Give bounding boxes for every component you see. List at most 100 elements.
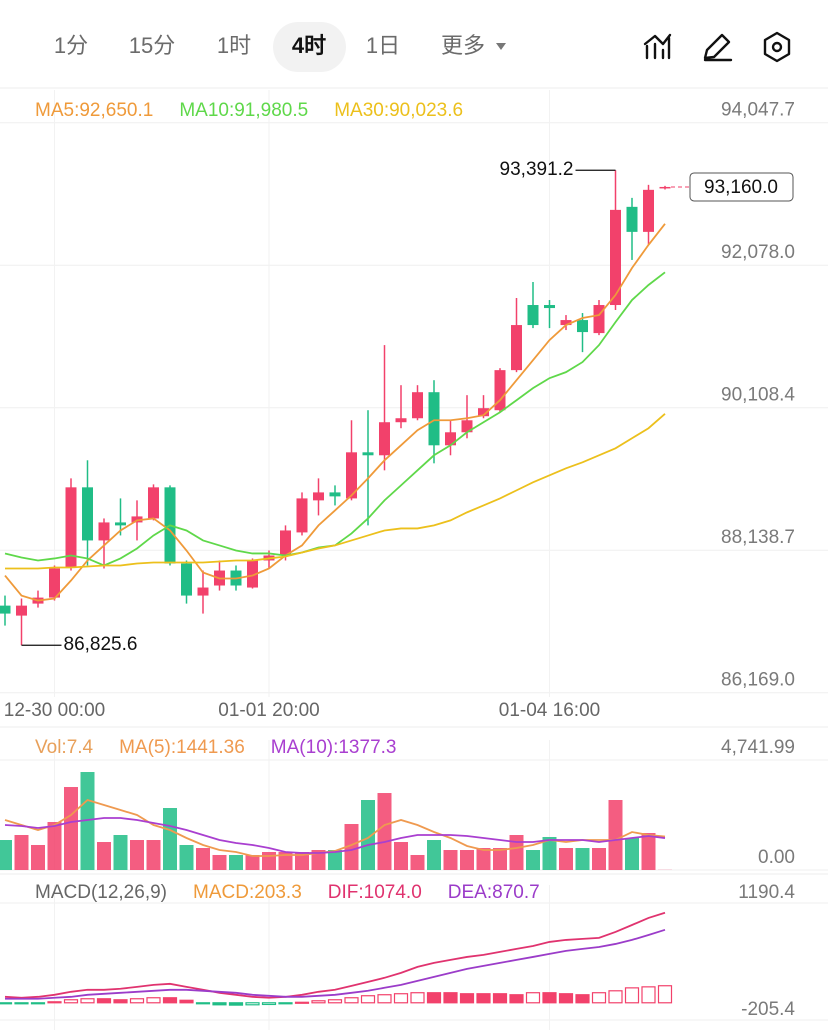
macd-bar bbox=[492, 993, 508, 1004]
volume-bar bbox=[460, 850, 474, 870]
macd-bar bbox=[311, 1000, 326, 1004]
macd-bar bbox=[393, 993, 409, 1004]
volume-bar bbox=[113, 835, 128, 870]
macd-bar bbox=[195, 1002, 211, 1005]
candle-body bbox=[362, 452, 374, 456]
tab-selected[interactable]: 4时 bbox=[292, 33, 326, 58]
macd-line bbox=[4, 911, 666, 999]
legend-label: MA30:90,023.6 bbox=[334, 100, 463, 121]
volume-bar bbox=[410, 854, 425, 870]
macd-bar bbox=[179, 999, 194, 1004]
volume-bar bbox=[493, 848, 507, 870]
y-tick-label: 90,108.4 bbox=[721, 385, 795, 406]
volume-bar bbox=[146, 840, 161, 870]
settings-icon-dot bbox=[771, 41, 783, 53]
volume-bar bbox=[97, 842, 111, 870]
volume-bar bbox=[427, 840, 441, 870]
draw-icon[interactable] bbox=[703, 33, 733, 62]
volume-bar bbox=[196, 848, 210, 870]
macd-bar bbox=[525, 992, 541, 1004]
volume-ma-line bbox=[4, 817, 666, 854]
candle-body bbox=[593, 305, 605, 334]
candle-body bbox=[643, 189, 654, 232]
legend-label: MACD:203.3 bbox=[193, 882, 302, 903]
volume-bar bbox=[608, 800, 623, 870]
volume-bar bbox=[476, 848, 491, 870]
candle-body bbox=[247, 560, 258, 588]
macd-bar bbox=[410, 992, 425, 1004]
candle-body bbox=[527, 305, 539, 326]
volume-bar bbox=[361, 800, 375, 870]
volume-bar bbox=[179, 844, 194, 870]
candle-body bbox=[131, 516, 143, 523]
volume-bar bbox=[163, 808, 177, 870]
last-price-label: 93,160.0 bbox=[704, 177, 778, 198]
candle-body bbox=[626, 206, 638, 232]
volume-bar bbox=[641, 833, 656, 870]
volume-bar bbox=[0, 840, 12, 870]
macd-bar bbox=[558, 993, 574, 1004]
volume-bar bbox=[229, 854, 243, 870]
macd-bar bbox=[608, 990, 623, 1004]
volume-bar bbox=[575, 848, 590, 870]
candle-body bbox=[659, 186, 671, 189]
volume-bar bbox=[64, 787, 78, 870]
legend-label: MA5:92,650.1 bbox=[35, 100, 153, 121]
candle-body bbox=[478, 408, 489, 417]
macd-bar bbox=[657, 985, 673, 1004]
tab-more[interactable]: 更多 bbox=[441, 33, 485, 58]
y-tick-label: 1190.4 bbox=[738, 882, 795, 903]
macd-bar bbox=[360, 995, 376, 1004]
macd-bar bbox=[476, 993, 491, 1004]
legend-label: Vol:7.4 bbox=[35, 737, 94, 758]
candle-body bbox=[610, 209, 621, 306]
legend-label: MA(5):1441.36 bbox=[119, 737, 245, 758]
tab[interactable]: 15分 bbox=[129, 33, 175, 58]
tab[interactable]: 1日 bbox=[366, 33, 400, 58]
volume-bar bbox=[542, 836, 557, 870]
candle-body bbox=[296, 498, 308, 533]
volume-bar bbox=[592, 848, 606, 870]
settings-icon[interactable] bbox=[763, 31, 791, 63]
indicator-title: MACD(12,26,9) bbox=[35, 882, 167, 903]
macd-bar bbox=[228, 1002, 244, 1006]
candle-body bbox=[148, 487, 159, 519]
tab[interactable]: 1分 bbox=[54, 33, 88, 58]
y-tick-label: 86,169.0 bbox=[721, 670, 795, 691]
macd-bar bbox=[443, 992, 458, 1004]
macd-bar bbox=[344, 997, 359, 1004]
candle-body bbox=[428, 392, 440, 446]
y-tick-label: 92,078.0 bbox=[721, 242, 795, 263]
candle-body bbox=[98, 522, 110, 541]
indicator-icon[interactable] bbox=[643, 33, 672, 60]
candle-body bbox=[115, 522, 126, 526]
volume-bar bbox=[212, 854, 227, 870]
last-price-box bbox=[689, 172, 794, 202]
candle-body bbox=[511, 325, 522, 371]
ma-line bbox=[5, 413, 666, 570]
volume-bar bbox=[328, 850, 342, 870]
dropdown-arrow[interactable] bbox=[496, 43, 506, 50]
x-tick-label: 12-30 00:00 bbox=[4, 700, 105, 721]
candle-body bbox=[313, 492, 324, 501]
macd-bar bbox=[0, 1002, 13, 1005]
tab[interactable]: 1时 bbox=[217, 33, 251, 58]
candle-body bbox=[577, 320, 588, 333]
macd-bar bbox=[212, 1002, 227, 1006]
candle-body bbox=[49, 568, 60, 598]
volume-bar bbox=[278, 852, 293, 870]
macd-line bbox=[5, 928, 666, 1000]
macd-bar bbox=[294, 1001, 310, 1004]
legend-label: DEA:870.7 bbox=[448, 882, 540, 903]
macd-bar bbox=[278, 1002, 293, 1005]
macd-bar bbox=[509, 994, 524, 1004]
candle-body bbox=[412, 392, 423, 419]
macd-bar bbox=[261, 1002, 277, 1006]
macd-bar bbox=[459, 993, 475, 1004]
macd-bar bbox=[129, 998, 145, 1004]
macd-bar bbox=[30, 1002, 46, 1005]
volume-bar bbox=[394, 842, 408, 870]
macd-bar bbox=[162, 997, 178, 1004]
